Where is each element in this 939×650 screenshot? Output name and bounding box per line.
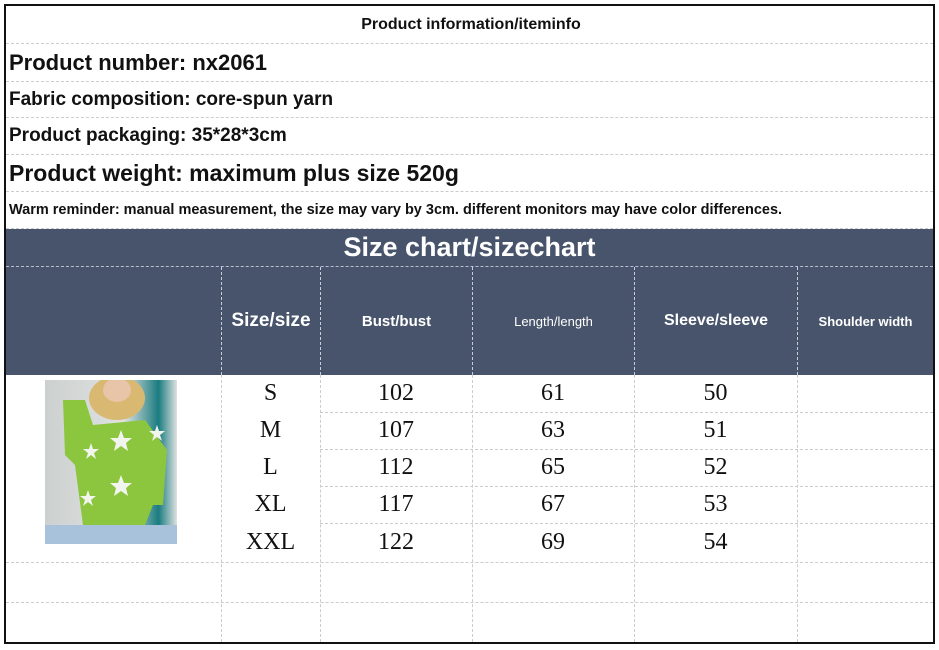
info-title: Product information/iteminfo	[6, 6, 933, 44]
divider	[797, 375, 798, 642]
divider	[320, 486, 933, 487]
table-cell: 52	[703, 454, 728, 480]
table-cell: XXL	[245, 529, 296, 555]
col-sleeve: Sleeve/sleeve	[634, 267, 797, 375]
table-cell: 67	[541, 491, 565, 517]
table-cell: 51	[703, 417, 728, 443]
divider	[6, 562, 933, 563]
divider	[634, 375, 635, 642]
table-cell: 65	[541, 454, 565, 480]
table-cell: M	[259, 417, 282, 443]
divider	[472, 375, 473, 642]
size-chart-title: Size chart/sizechart	[6, 229, 933, 267]
table-cell: 54	[703, 529, 728, 555]
product-number: Product number: nx2061	[6, 44, 933, 82]
col-shoulder: Shoulder width	[797, 267, 933, 375]
table-cell: 117	[378, 491, 414, 517]
table-cell: 50	[703, 380, 728, 406]
col-size: Size/size	[221, 267, 320, 375]
table-cell: 69	[541, 529, 565, 555]
table-cell: 61	[541, 380, 565, 406]
table-cell: 122	[378, 529, 414, 555]
col-bust: Bust/bust	[320, 267, 472, 375]
product-photo	[45, 380, 177, 544]
table-cell: 53	[703, 491, 728, 517]
divider	[221, 375, 222, 642]
divider	[320, 375, 321, 642]
divider	[320, 412, 933, 413]
divider	[320, 523, 933, 524]
product-weight: Product weight: maximum plus size 520g	[6, 155, 933, 192]
divider	[320, 449, 933, 450]
table-cell: 112	[378, 454, 414, 480]
col-length: Length/length	[472, 267, 634, 375]
table-cell: 63	[541, 417, 565, 443]
table-cell: XL	[254, 491, 287, 517]
table-cell: S	[263, 380, 278, 406]
frame	[4, 4, 935, 644]
product-packaging: Product packaging: 35*28*3cm	[6, 118, 933, 155]
table-cell: 107	[378, 417, 414, 443]
table-cell: L	[263, 454, 278, 480]
fabric-composition: Fabric composition: core-spun yarn	[6, 82, 933, 118]
size-chart-header: Size chart/sizechart Size/size Bust/bust…	[6, 229, 933, 375]
divider	[6, 602, 933, 603]
warm-reminder: Warm reminder: manual measurement, the s…	[6, 192, 933, 229]
table-cell: 102	[378, 380, 414, 406]
